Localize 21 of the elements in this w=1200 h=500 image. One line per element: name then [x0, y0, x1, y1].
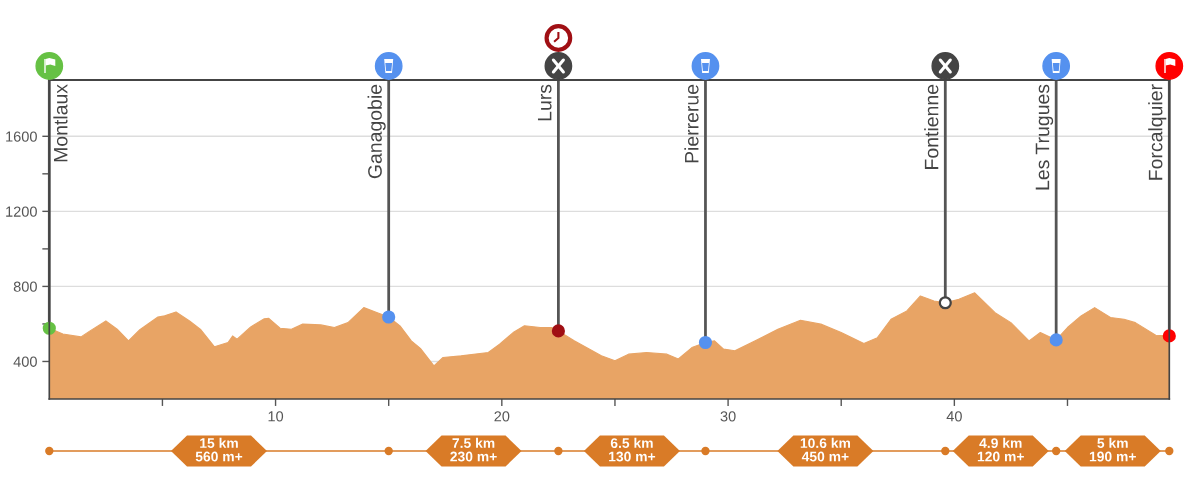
x-tick-label: 10	[268, 411, 284, 422]
x-tick-label: 30	[720, 411, 736, 422]
text: 4.9 km 120 m+	[977, 437, 1024, 462]
y-tick-label: 1600	[6, 131, 37, 142]
y-tick-label: 800	[13, 281, 37, 292]
annotation: Les Trugues	[1035, 84, 1054, 190]
text: 5 km 190 m+	[1089, 437, 1136, 462]
x-tick-label: 20	[494, 411, 510, 422]
text: 7.5 km 230 m+	[450, 437, 497, 462]
annotation: Lurs	[537, 84, 552, 121]
y-tick-label: 1200	[6, 206, 37, 217]
annotation: Fontienne	[924, 84, 939, 169]
annotation: Montlaux	[53, 84, 68, 162]
annotation: Ganagobie	[367, 84, 386, 179]
text: 10.6 km 450 m+	[800, 437, 850, 462]
text: 15 km 560 m+	[195, 437, 243, 462]
annotation: Forcalquier	[1148, 84, 1167, 180]
annotation: Pierrerue	[684, 84, 699, 163]
y-tick-label: 400	[13, 356, 37, 367]
text: 6.5 km 130 m+	[609, 437, 656, 462]
x-tick-label: 40	[946, 411, 962, 422]
